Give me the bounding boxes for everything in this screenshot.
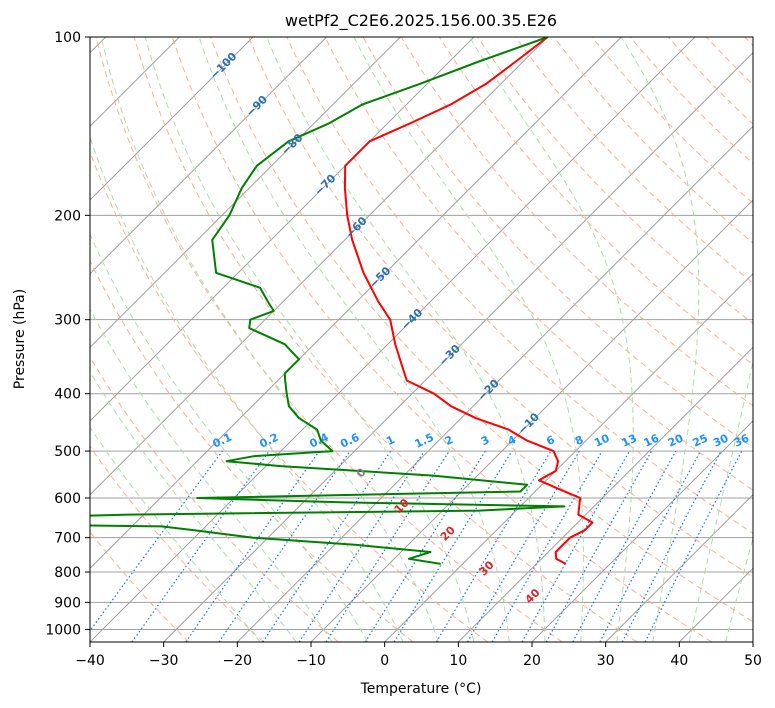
isotherm-line [90, 37, 475, 422]
moist-adiabat-line [90, 426, 261, 642]
mixing-ratio-line [364, 450, 486, 642]
mixing-ratio-label: 10 [592, 431, 612, 449]
dry-adiabat-line [400, 37, 753, 407]
mixing-ratio-label: 25 [691, 432, 710, 450]
moist-adiabat-line [620, 37, 700, 642]
moist-adiabat-line [198, 37, 510, 642]
dry-adiabat-line [210, 37, 753, 623]
moist-adiabat-line [90, 232, 369, 642]
isotherm-line [90, 37, 696, 642]
chart-title: wetPf2_C2E6.2025.156.00.35.E26 [285, 11, 557, 31]
mixing-ratio-line [90, 450, 223, 632]
mixing-ratio-line [491, 450, 603, 642]
y-tick-label: 100 [54, 30, 81, 46]
y-tick-label: 200 [54, 208, 81, 224]
isotherm-line [90, 37, 401, 349]
isotherm-line [90, 37, 549, 496]
moist-adiabat-line [725, 536, 753, 642]
mixing-ratio-line [218, 450, 351, 642]
dry-adiabat-line [362, 37, 753, 449]
y-tick-label: 300 [54, 313, 81, 329]
mixing-ratio-label: 30 [711, 431, 731, 449]
y-axis-label: Pressure (hPa) [12, 289, 28, 389]
dry-adiabat-line [515, 37, 753, 284]
mixing-ratio-line [393, 450, 513, 642]
dry-adiabat-line [133, 37, 638, 642]
isotherm-line [605, 493, 753, 642]
plot-area: 0.1 0.2 0.4 0.6 1 1.5 2 3 4 6 8 10 13 16 20 25 30 36−100−… [90, 37, 753, 642]
mixing-ratio-label: 16 [642, 431, 662, 449]
y-tick-label: 1000 [45, 622, 81, 638]
y-tick-label: 500 [54, 444, 81, 460]
dry-adiabat-line [629, 37, 753, 165]
mixing-ratio-line [545, 450, 653, 642]
axis-ticks: −40 −30 −20 −10 0 10 20 30 40 50 100 200 300 400 500 60… [45, 30, 762, 669]
dry-adiabat-line [171, 37, 712, 642]
mixing-ratio-line [521, 450, 631, 642]
plot-frame [89, 36, 754, 643]
dry-adiabat-line [477, 37, 753, 325]
mixing-ratio-line [185, 450, 320, 642]
isotherm-line [90, 37, 328, 275]
x-tick-label: 20 [523, 653, 541, 669]
isotherm-line [90, 37, 622, 570]
y-tick-label: 800 [54, 565, 81, 581]
moist-adiabat-line [266, 37, 546, 642]
mixing-ratio-line [325, 450, 450, 642]
moist-adiabat-line [90, 135, 404, 642]
y-tick-label: 400 [54, 387, 81, 403]
dry-adiabat-line [324, 37, 753, 491]
isotherm-line [531, 420, 753, 642]
mixing-ratio-label: 13 [620, 432, 639, 450]
x-tick-label: −30 [149, 653, 179, 669]
mixing-ratio-line [131, 450, 270, 642]
mixing-ratio-label: 36 [732, 431, 752, 449]
isotherm-line [163, 51, 753, 642]
dry-adiabat-line [90, 445, 264, 642]
x-tick-label: 50 [744, 653, 762, 669]
isotherm-line [90, 37, 254, 201]
x-tick-label: 0 [380, 653, 389, 669]
isotherm-line [236, 125, 753, 642]
mixing-ratio-line [435, 450, 552, 642]
moist-adiabat-line [144, 37, 475, 642]
isotherm-line [384, 272, 753, 642]
temperature-profile-line [343, 37, 594, 565]
y-tick-label: 900 [54, 595, 81, 611]
mixing-ratio-label: 20 [666, 431, 686, 449]
dry-adiabat-line [591, 37, 753, 204]
x-axis-label: Temperature (°C) [360, 681, 482, 697]
y-tick-label: 600 [54, 491, 81, 507]
x-tick-label: 40 [670, 653, 688, 669]
x-tick-label: −40 [75, 653, 105, 669]
y-tick-label: 700 [54, 531, 81, 547]
moist-adiabat-line [353, 37, 584, 642]
moist-adiabat-line [90, 370, 297, 642]
x-tick-label: 30 [597, 653, 615, 669]
mixing-ratio-line [466, 450, 580, 642]
isotherm-line [457, 346, 753, 642]
x-tick-label: −20 [223, 653, 253, 669]
x-tick-label: −10 [296, 653, 326, 669]
moist-adiabat-line [100, 37, 439, 642]
dewpoint-profile-line [90, 37, 566, 565]
dry-adiabat-line [95, 37, 563, 642]
mixing-ratio-line [572, 450, 677, 642]
x-tick-label: 10 [449, 653, 467, 669]
moist-adiabat-line [688, 358, 753, 642]
